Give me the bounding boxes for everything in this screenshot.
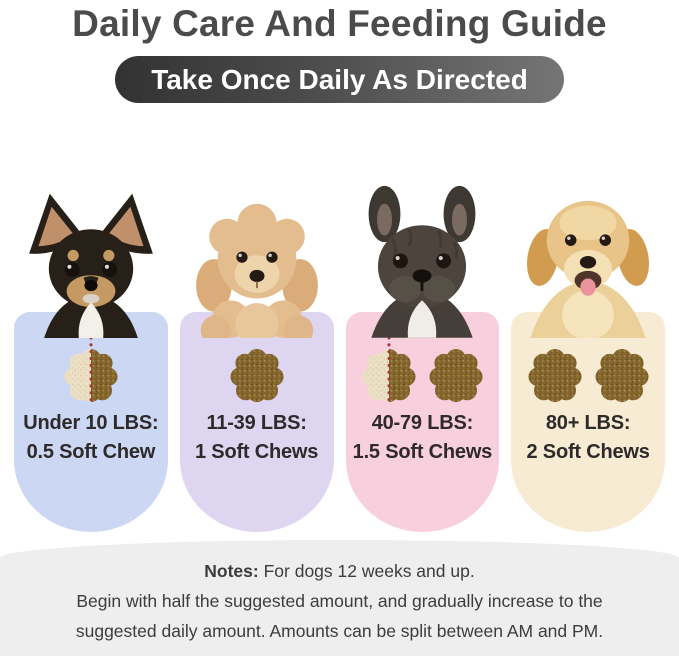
dose-card: Under 10 LBS: 0.5 Soft Chew [14, 312, 168, 532]
dose-card: 80+ LBS: 2 Soft Chews [511, 312, 665, 532]
dose-column-poodle: 11-39 LBS: 1 Soft Chews [179, 197, 334, 532]
notes-label: Notes: [204, 561, 259, 581]
directions-banner-text: Take Once Daily As Directed [151, 64, 528, 95]
poodle-photo [195, 203, 318, 338]
weight-range-label: 11-39 LBS: [206, 412, 307, 434]
dose-column-french-bulldog: 40-79 LBS: 1.5 Soft Chews [345, 180, 500, 532]
page-title: Daily Care And Feeding Guide [72, 3, 607, 44]
notes-section: Notes: For dogs 12 weeks and up. Begin w… [0, 540, 679, 656]
directions-banner: Take Once Daily As Directed [115, 56, 564, 103]
weight-range-label: 40-79 LBS: [371, 412, 474, 434]
dose-label: 1 Soft Chews [195, 441, 319, 463]
full-chew-icon [528, 348, 582, 402]
weight-range-label: 80+ LBS: [545, 412, 631, 434]
half-chew-icon [64, 329, 118, 406]
notes-line-1: Notes: For dogs 12 weeks and up. [204, 561, 475, 581]
chew-amount-graphic [346, 325, 500, 409]
dose-label: 1.5 Soft Chews [352, 441, 493, 463]
notes-line-3: suggested daily amount. Amounts can be s… [75, 621, 604, 641]
dose-label: 0.5 Soft Chew [26, 441, 156, 463]
full-chew-icon [230, 348, 284, 402]
weight-range-label: Under 10 LBS: [23, 412, 159, 434]
full-chew-icon [595, 348, 649, 402]
dose-column-golden-retriever: 80+ LBS: 2 Soft Chews [511, 173, 665, 532]
dose-column-chihuahua: Under 10 LBS: 0.5 Soft Chew [14, 188, 168, 532]
half-chew-icon [362, 329, 416, 406]
dose-columns: Under 10 LBS: 0.5 Soft Chew [0, 173, 679, 532]
dose-card: 40-79 LBS: 1.5 Soft Chews [345, 312, 500, 532]
golden-retriever-photo [527, 200, 650, 338]
full-chew-icon [429, 348, 483, 402]
notes-line-2: Begin with half the suggested amount, an… [76, 591, 603, 611]
dose-card: 11-39 LBS: 1 Soft Chews [179, 312, 334, 532]
chihuahua-photo [29, 193, 153, 338]
chew-amount-graphic [14, 325, 168, 409]
french-bulldog-photo [368, 185, 476, 338]
dose-label: 2 Soft Chews [526, 441, 650, 463]
